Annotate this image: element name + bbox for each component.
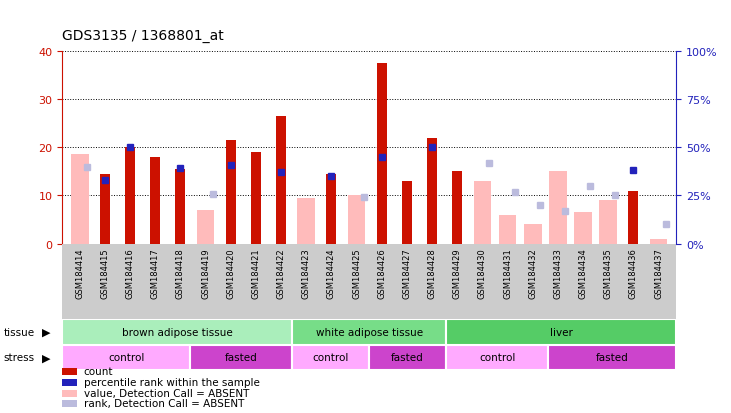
Text: GSM184430: GSM184430 — [478, 248, 487, 299]
Bar — [369, 345, 446, 370]
Text: GSM184427: GSM184427 — [402, 248, 412, 299]
Text: value, Detection Call = ABSENT: value, Detection Call = ABSENT — [83, 388, 249, 398]
Text: GSM184424: GSM184424 — [327, 248, 336, 299]
Bar — [427, 138, 437, 244]
Text: GSM184421: GSM184421 — [251, 248, 260, 299]
Text: GSM184417: GSM184417 — [151, 248, 160, 299]
Bar — [376, 64, 387, 244]
Bar — [292, 319, 446, 345]
Text: fasted: fasted — [391, 353, 424, 363]
Bar — [197, 211, 214, 244]
Text: percentile rank within the sample: percentile rank within the sample — [83, 377, 260, 387]
Bar — [62, 319, 292, 345]
Text: stress: stress — [4, 353, 35, 363]
Text: GSM184426: GSM184426 — [377, 248, 386, 299]
Text: liver: liver — [550, 327, 572, 337]
Text: GSM184419: GSM184419 — [201, 248, 210, 299]
Text: GSM184435: GSM184435 — [604, 248, 613, 299]
Text: GSM184414: GSM184414 — [75, 248, 84, 299]
Text: fasted: fasted — [596, 353, 629, 363]
Bar — [226, 141, 236, 244]
Bar — [326, 174, 336, 244]
Text: GSM184415: GSM184415 — [100, 248, 110, 299]
Text: GSM184436: GSM184436 — [629, 248, 638, 299]
Text: rank, Detection Call = ABSENT: rank, Detection Call = ABSENT — [83, 399, 244, 408]
Text: control: control — [108, 353, 144, 363]
Bar — [446, 319, 676, 345]
Text: GSM184420: GSM184420 — [226, 248, 235, 299]
Bar — [150, 157, 160, 244]
Text: GSM184422: GSM184422 — [276, 248, 286, 299]
Bar — [251, 153, 261, 244]
Bar — [549, 172, 567, 244]
Bar — [62, 345, 190, 370]
Bar — [348, 196, 366, 244]
Text: GSM184418: GSM184418 — [176, 248, 185, 299]
Bar — [629, 191, 638, 244]
Bar — [190, 345, 292, 370]
Bar — [446, 345, 548, 370]
Text: ▶: ▶ — [42, 327, 51, 337]
Bar — [575, 213, 592, 244]
Bar — [125, 148, 135, 244]
Bar — [402, 182, 412, 244]
Text: GSM184431: GSM184431 — [503, 248, 512, 299]
Bar — [62, 400, 77, 407]
Bar — [175, 170, 186, 244]
Text: control: control — [313, 353, 349, 363]
Bar — [548, 345, 676, 370]
Text: count: count — [83, 366, 113, 376]
Text: GSM184432: GSM184432 — [529, 248, 537, 299]
Bar — [62, 379, 77, 386]
Bar — [499, 215, 516, 244]
Bar — [524, 225, 542, 244]
Text: white adipose tissue: white adipose tissue — [316, 327, 423, 337]
Bar — [100, 174, 110, 244]
Text: fasted: fasted — [225, 353, 257, 363]
Text: GDS3135 / 1368801_at: GDS3135 / 1368801_at — [62, 29, 224, 43]
Bar — [599, 201, 617, 244]
Text: brown adipose tissue: brown adipose tissue — [122, 327, 232, 337]
Bar — [298, 198, 315, 244]
Text: GSM184437: GSM184437 — [654, 248, 663, 299]
Bar — [292, 345, 369, 370]
Bar — [474, 182, 491, 244]
Text: GSM184429: GSM184429 — [452, 248, 462, 299]
Text: GSM184423: GSM184423 — [302, 248, 311, 299]
Text: GSM184434: GSM184434 — [578, 248, 588, 299]
Bar — [276, 116, 286, 244]
Text: GSM184416: GSM184416 — [126, 248, 135, 299]
Bar — [650, 240, 667, 244]
Bar — [71, 155, 88, 244]
Bar — [452, 172, 462, 244]
Text: control: control — [479, 353, 515, 363]
Text: GSM184428: GSM184428 — [428, 248, 436, 299]
Text: GSM184433: GSM184433 — [553, 248, 562, 299]
Bar — [62, 389, 77, 396]
Bar — [62, 368, 77, 375]
Text: ▶: ▶ — [42, 353, 51, 363]
Text: tissue: tissue — [4, 327, 35, 337]
Text: GSM184425: GSM184425 — [352, 248, 361, 299]
